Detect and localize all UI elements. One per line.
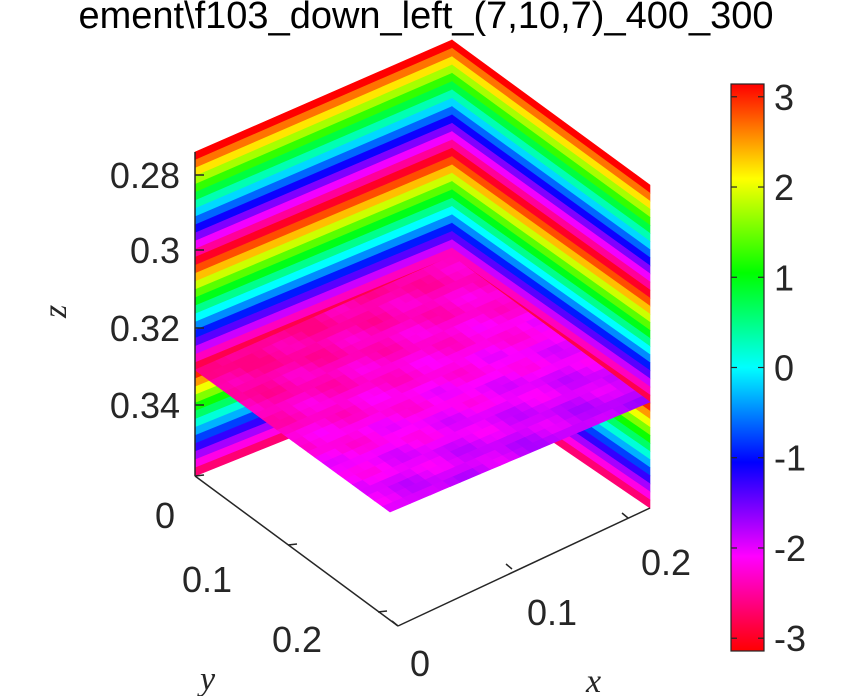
y-axis-line	[194, 475, 399, 627]
y-tick-mark	[287, 543, 298, 546]
y-tick-label: 0.2	[272, 619, 322, 660]
chart-title: ement\f103_down_left_(7,10,7)_400_300	[78, 0, 773, 37]
colorbar-tick-label: 2	[774, 167, 794, 208]
x-tick-mark	[391, 620, 399, 627]
z-tick-label: 0.34	[110, 385, 180, 426]
colorbar-tick-label: 3	[774, 77, 794, 118]
y-tick-mark	[377, 610, 388, 613]
colorbar-tick-label: 0	[774, 348, 794, 389]
colorbar-tick-label: 1	[774, 257, 794, 298]
y-axis-label: y	[197, 661, 216, 696]
z-axis-label: z	[37, 305, 74, 319]
x-axis-label: x	[585, 663, 601, 696]
z-tick-label: 0.3	[130, 230, 180, 271]
x-tick-mark	[505, 563, 513, 570]
x-tick-label: 0.1	[527, 592, 577, 633]
z-tick-label: 0.28	[110, 155, 180, 196]
x-tick-mark	[621, 512, 629, 519]
y-tick-label: 0.1	[182, 559, 232, 600]
colorbar: 3 2 1 0 -1 -2 -3	[730, 77, 806, 659]
colorbar-tick-label: -3	[774, 618, 806, 659]
colorbar-tick-label: -2	[774, 528, 806, 569]
z-tick-label: 0.32	[110, 308, 180, 349]
slice-cell	[381, 501, 401, 513]
x-tick-label: 0	[410, 643, 430, 684]
x-tick-label: 0.2	[641, 542, 691, 583]
y-tick-mark	[194, 474, 205, 477]
y-tick-label: 0	[155, 495, 175, 536]
colorbar-tick-label: -1	[774, 438, 806, 479]
x-axis-line	[397, 507, 651, 627]
xy-phase-slice	[194, 255, 651, 513]
